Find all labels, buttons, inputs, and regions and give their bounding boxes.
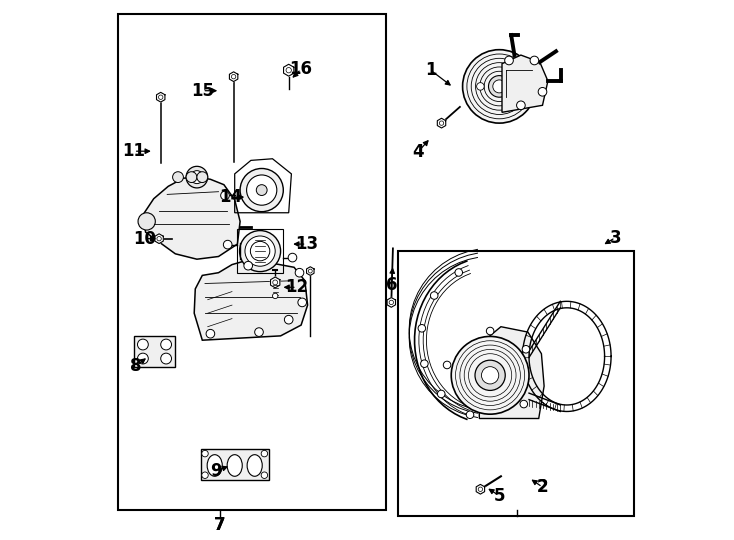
Circle shape — [443, 361, 451, 369]
Circle shape — [256, 185, 267, 195]
Circle shape — [506, 68, 515, 75]
Circle shape — [244, 261, 252, 270]
Circle shape — [418, 325, 426, 332]
Circle shape — [286, 68, 291, 73]
Polygon shape — [387, 298, 396, 307]
Polygon shape — [476, 484, 484, 494]
Circle shape — [186, 166, 208, 188]
Circle shape — [522, 346, 530, 353]
Circle shape — [202, 450, 208, 457]
Circle shape — [421, 360, 428, 368]
Circle shape — [451, 336, 529, 414]
Circle shape — [487, 327, 494, 335]
Text: 2: 2 — [537, 478, 548, 496]
Text: 10: 10 — [133, 230, 156, 248]
Circle shape — [221, 191, 229, 200]
Circle shape — [272, 293, 278, 299]
Polygon shape — [195, 259, 308, 340]
Polygon shape — [200, 449, 269, 480]
Polygon shape — [143, 177, 240, 259]
Text: 2: 2 — [537, 478, 548, 496]
Circle shape — [159, 95, 163, 99]
Text: 4: 4 — [412, 143, 424, 161]
Circle shape — [530, 56, 539, 65]
Text: 7: 7 — [214, 516, 226, 534]
Text: 13: 13 — [295, 235, 318, 253]
Circle shape — [206, 329, 215, 338]
Circle shape — [440, 121, 444, 125]
Circle shape — [455, 269, 462, 276]
Circle shape — [157, 237, 161, 241]
Polygon shape — [134, 336, 175, 367]
Circle shape — [202, 472, 208, 478]
Circle shape — [520, 400, 528, 408]
Circle shape — [505, 56, 513, 65]
Circle shape — [295, 268, 304, 277]
Text: 14: 14 — [219, 188, 242, 206]
Text: 11: 11 — [123, 142, 145, 160]
Circle shape — [284, 315, 293, 324]
Text: 1: 1 — [425, 61, 437, 79]
Circle shape — [261, 472, 268, 478]
Text: 5: 5 — [493, 487, 505, 505]
Polygon shape — [283, 64, 294, 76]
Circle shape — [186, 172, 197, 183]
Circle shape — [517, 101, 526, 110]
Circle shape — [161, 339, 172, 350]
Text: 9: 9 — [210, 462, 222, 480]
Circle shape — [245, 236, 275, 266]
Circle shape — [482, 367, 499, 384]
Circle shape — [247, 175, 277, 205]
Circle shape — [475, 360, 505, 390]
Circle shape — [466, 411, 474, 418]
Circle shape — [240, 168, 283, 212]
Polygon shape — [230, 72, 238, 82]
Text: 12: 12 — [286, 278, 308, 296]
Circle shape — [197, 172, 208, 183]
Circle shape — [437, 390, 445, 398]
Ellipse shape — [207, 455, 222, 476]
Circle shape — [462, 50, 536, 123]
Text: 7: 7 — [214, 516, 226, 534]
Circle shape — [138, 213, 156, 230]
Circle shape — [172, 172, 184, 183]
Circle shape — [489, 76, 510, 97]
Circle shape — [476, 83, 484, 90]
Polygon shape — [271, 277, 280, 288]
Text: 16: 16 — [290, 60, 313, 78]
Ellipse shape — [247, 455, 262, 476]
Circle shape — [288, 253, 297, 262]
Circle shape — [308, 269, 312, 273]
Text: 3: 3 — [610, 228, 621, 247]
Polygon shape — [502, 55, 548, 112]
Polygon shape — [479, 327, 544, 418]
Circle shape — [137, 353, 148, 364]
Circle shape — [389, 300, 393, 305]
Polygon shape — [155, 234, 163, 244]
Circle shape — [137, 339, 148, 350]
Text: 6: 6 — [385, 276, 397, 294]
Polygon shape — [437, 118, 446, 128]
Circle shape — [223, 240, 232, 249]
Circle shape — [255, 328, 264, 336]
Circle shape — [261, 450, 268, 457]
Text: 15: 15 — [191, 82, 214, 100]
Circle shape — [538, 87, 547, 96]
Circle shape — [161, 353, 172, 364]
Circle shape — [239, 231, 280, 272]
Circle shape — [250, 241, 270, 261]
Circle shape — [231, 75, 236, 79]
Circle shape — [190, 171, 203, 184]
Circle shape — [430, 292, 438, 299]
Circle shape — [479, 487, 482, 491]
Polygon shape — [156, 92, 165, 102]
Ellipse shape — [227, 455, 242, 476]
Circle shape — [506, 98, 515, 105]
Circle shape — [493, 80, 506, 93]
Circle shape — [273, 280, 277, 285]
Text: 8: 8 — [130, 357, 142, 375]
Polygon shape — [307, 267, 314, 275]
Circle shape — [298, 298, 307, 307]
